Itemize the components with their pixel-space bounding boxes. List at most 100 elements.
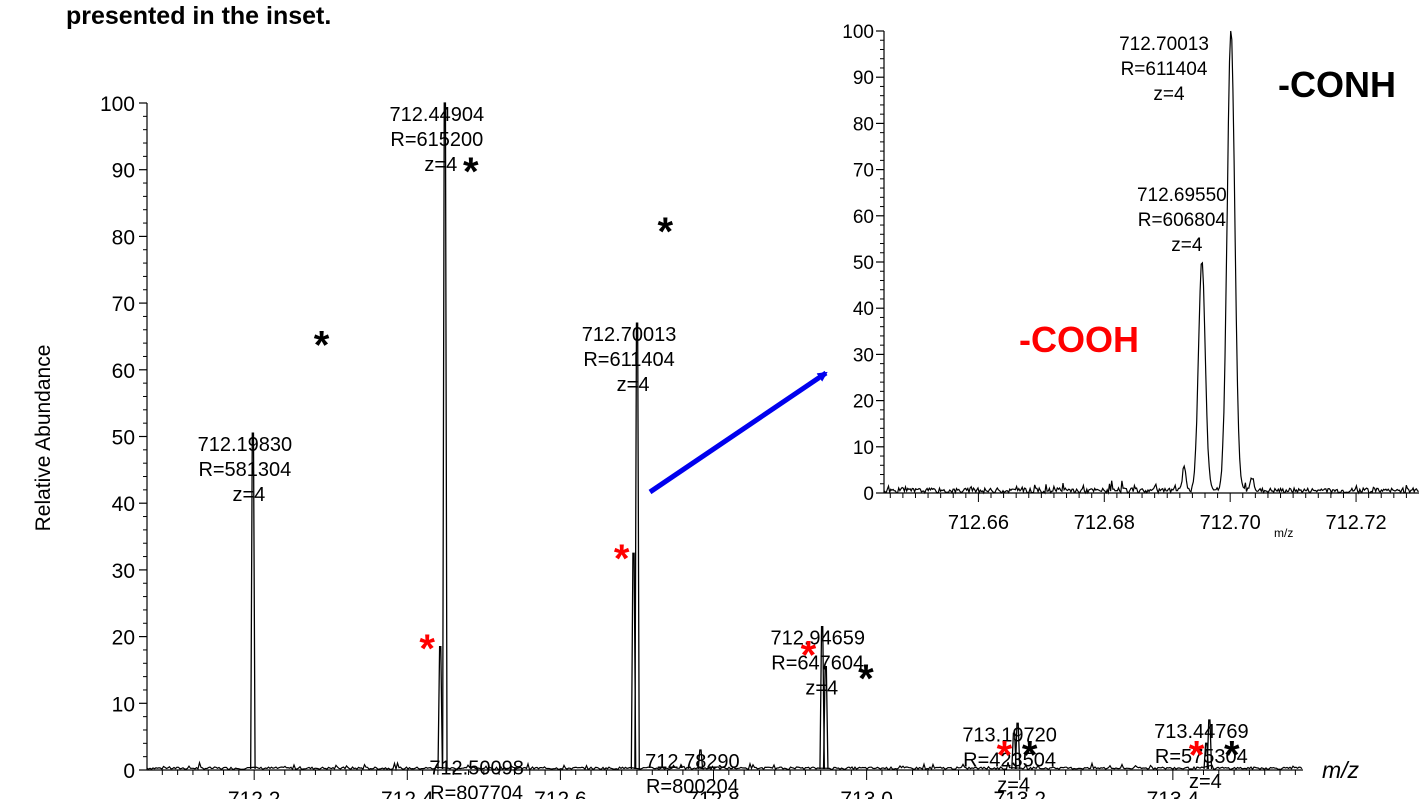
inset-y-tick-label: 80 — [853, 114, 874, 135]
peak-mz: 712.78290 — [645, 751, 740, 773]
inset-x-tick-label: 712.68 — [1074, 512, 1135, 534]
main-y-tick-label: 80 — [112, 226, 135, 249]
main-peak-markers: ***** ***** * — [314, 150, 1240, 778]
inset-y-ticks: 0 10 20 30 40 50 60 70 80 90 100 — [842, 22, 884, 505]
inset-y-tick-label: 60 — [853, 207, 874, 228]
main-y-tick-label: 40 — [112, 493, 135, 516]
main-peak-line — [634, 322, 640, 770]
inset-y-tick-label: 50 — [853, 253, 874, 274]
peak-charge: z=4 — [1171, 235, 1203, 256]
peak-charge: z=4 — [424, 154, 457, 176]
peak-asterisk-marker: * — [801, 634, 817, 678]
peak-mz: 712.19830 — [198, 434, 293, 456]
conh-annotation: -CONH — [1278, 64, 1396, 105]
main-y-tick-label: 90 — [112, 160, 135, 183]
peak-asterisk-marker: * — [1224, 734, 1240, 778]
peak-mz: 712.70013 — [1119, 34, 1209, 55]
peak-asterisk-marker: * — [1189, 734, 1205, 778]
peak-mz: 712.94659 — [770, 628, 865, 650]
main-peak-label: 712.94659 R=647604 z=4 — [770, 628, 865, 700]
main-y-tick-label: 70 — [112, 293, 135, 316]
inset-spectrum-plot: 0 10 20 30 40 50 60 70 80 90 100 712.66 712.68 712.7… — [842, 22, 1419, 540]
main-x-tick-label: 713.4 — [1147, 788, 1200, 799]
inset-peak-label: 712.70013 R=611404 z=4 — [1119, 34, 1209, 105]
main-peak-line — [437, 645, 444, 770]
peak-asterisk-marker: * — [1022, 734, 1038, 778]
peak-mz: 712.69550 — [1137, 185, 1227, 206]
peak-resolution: R=581304 — [198, 459, 291, 481]
peak-asterisk-marker: * — [463, 150, 479, 194]
inset-y-tick-label: 70 — [853, 161, 874, 182]
main-peak-line — [819, 625, 825, 770]
main-y-tick-label: 100 — [100, 93, 135, 116]
inset-y-tick-label: 20 — [853, 392, 874, 413]
peak-resolution: R=611404 — [1121, 59, 1208, 80]
main-y-tick-label: 0 — [123, 760, 135, 783]
main-x-tick-label: 712.8 — [687, 788, 740, 799]
main-spectrum-trace — [146, 760, 1303, 772]
peak-charge: z=4 — [1153, 84, 1185, 105]
main-x-tick-label: 712.4 — [381, 788, 434, 799]
peak-charge: z=4 — [232, 484, 265, 506]
inset-arrow — [648, 370, 828, 495]
main-y-tick-label: 30 — [112, 560, 135, 583]
main-peak-label: 712.44904 R=615200 z=4 — [390, 104, 485, 176]
peak-charge: z=4 — [617, 374, 650, 396]
peak-mz: 713.19720 — [962, 724, 1057, 746]
peak-charge: z=4 — [805, 678, 838, 700]
main-y-tick-label: 20 — [112, 627, 135, 650]
inset-y-tick-label: 100 — [842, 22, 874, 43]
main-peak-line — [697, 749, 704, 770]
inset-x-tick-label: 712.70 — [1200, 512, 1261, 534]
main-peak-line — [822, 665, 829, 770]
peak-resolution: R=575304 — [1155, 746, 1248, 768]
peak-asterisk-marker: * — [997, 734, 1013, 778]
main-x-tick-label: 713.2 — [993, 788, 1046, 799]
peak-asterisk-marker: * — [614, 537, 630, 581]
main-x-tick-label: 712.6 — [534, 788, 587, 799]
peak-resolution: R=807704 — [430, 783, 523, 799]
peak-asterisk-marker: * — [314, 323, 330, 367]
main-x-axis-label: m/z — [1322, 757, 1360, 783]
peak-mz: 712.44904 — [390, 104, 485, 126]
figure-caption: presented in the inset. — [66, 2, 332, 30]
inset-x-axis-label: m/z — [1274, 526, 1293, 540]
peak-resolution: R=800204 — [646, 776, 739, 798]
inset-spectrum-trace — [883, 30, 1419, 495]
inset-peak-label: 712.69550 R=606804 z=4 — [1137, 185, 1227, 256]
main-peak-line — [250, 432, 256, 770]
cooh-annotation: -COOH — [1019, 319, 1139, 360]
main-y-tick-label: 60 — [112, 360, 135, 383]
inset-y-tick-label: 30 — [853, 345, 874, 366]
peak-resolution: R=606804 — [1138, 210, 1227, 231]
main-y-tick-label: 10 — [112, 693, 135, 716]
peak-mz: 712.50098 — [429, 758, 524, 780]
main-x-ticks: 712.2 712.4 712.6 712.8 713.0 713.2 713.4 — [161, 770, 1296, 799]
inset-peak-labels: 712.70013 R=611404 z=4 712.69550 R=606804 z=4 — [1119, 34, 1227, 256]
inset-x-ticks: 712.66 712.68 712.70 712.72 — [889, 493, 1407, 534]
main-y-axis-label: Relative Abundance — [32, 345, 55, 532]
peak-mz: 713.44769 — [1154, 721, 1249, 743]
main-peak-line — [1206, 719, 1213, 770]
inset-x-tick-label: 712.72 — [1325, 512, 1386, 534]
peak-charge: z=4 — [997, 774, 1030, 796]
inset-y-tick-label: 40 — [853, 299, 874, 320]
inset-y-tick-label: 10 — [853, 438, 874, 459]
inset-x-tick-label: 712.66 — [948, 512, 1009, 534]
peak-resolution: R=615200 — [390, 129, 483, 151]
inset-y-tick-label: 90 — [853, 68, 874, 89]
peak-mz: 712.70013 — [582, 324, 677, 346]
peak-asterisk-marker: * — [419, 627, 435, 671]
inset-y-tick-label: 0 — [863, 484, 874, 505]
main-peak-label: 712.70013 R=611404 z=4 — [582, 324, 677, 396]
main-x-tick-label: 713.0 — [840, 788, 893, 799]
peak-resolution: R=647604 — [771, 653, 864, 675]
main-peak-label: 713.19720 R=423504 z=4 — [962, 724, 1057, 796]
peak-resolution: R=611404 — [583, 349, 674, 371]
peak-charge: z=4 — [1189, 771, 1222, 793]
peak-asterisk-marker: * — [657, 210, 673, 254]
